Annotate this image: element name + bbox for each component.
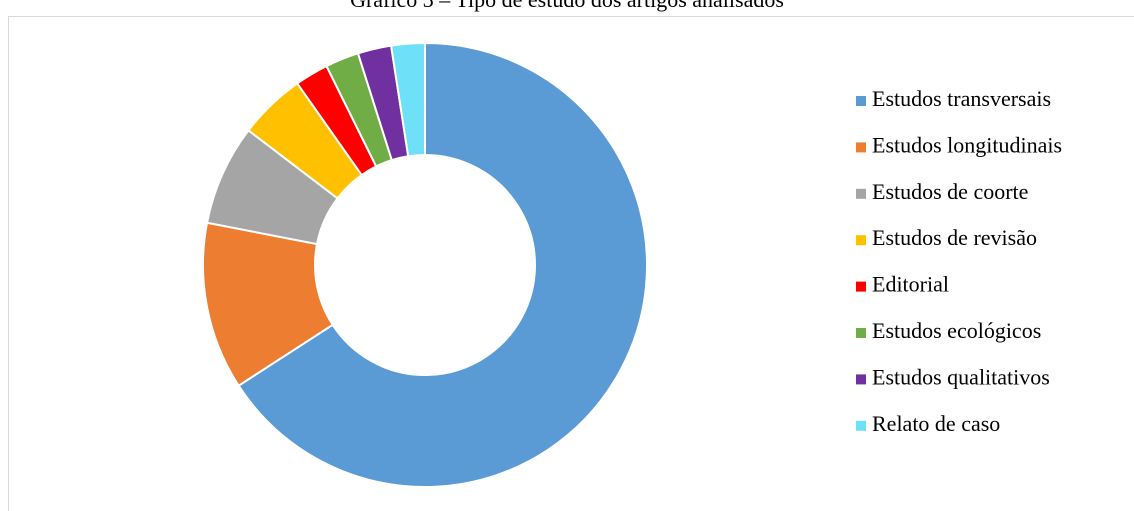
legend-label: Estudos ecológicos (872, 318, 1041, 343)
legend-swatch (856, 420, 866, 431)
legend-label: Estudos de revisão (872, 225, 1037, 250)
legend-label: Estudos longitudinais (872, 132, 1062, 157)
donut-slice (237, 41, 648, 488)
donut-slice (389, 41, 426, 158)
legend-swatch (856, 96, 866, 106)
legend-swatch (856, 374, 866, 385)
legend-swatch (856, 328, 866, 338)
legend-label: Relato de caso (872, 411, 1000, 436)
legend-label: Estudos de coorte (872, 179, 1028, 204)
legend-swatch (856, 142, 866, 153)
chart-title: Gráfico 3 – Tipo de estudo dos artigos a… (350, 0, 784, 12)
legend-swatch (856, 281, 866, 292)
legend-label: Editorial (872, 272, 949, 297)
legend-swatch (856, 235, 866, 246)
legend-swatch (856, 188, 866, 199)
legend-label: Estudos transversais (872, 86, 1051, 111)
legend-label: Estudos qualitativos (872, 364, 1050, 389)
